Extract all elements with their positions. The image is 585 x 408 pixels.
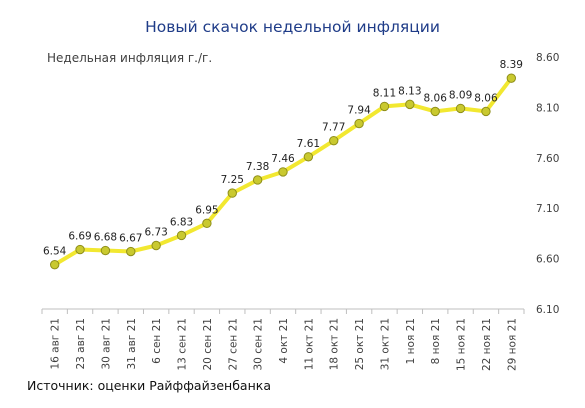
data-point [481, 106, 491, 117]
data-point [455, 103, 466, 114]
x-axis-tick-label: 18 окт 21 [329, 318, 341, 370]
data-point [405, 99, 415, 110]
data-label: 7.61 [297, 138, 320, 150]
data-label: 6.73 [144, 226, 167, 238]
x-axis-tick-label: 16 авг 21 [50, 318, 62, 370]
data-point [49, 259, 60, 270]
y-axis-tick-label: 7.60 [536, 153, 559, 165]
data-point [379, 101, 390, 112]
data-point [303, 152, 314, 162]
x-axis-tick-label: 31 авг 21 [126, 318, 138, 370]
y-axis-tick-label: 6.10 [536, 304, 559, 316]
x-axis-tick-label: 22 ноя 21 [481, 318, 493, 371]
x-axis-tick-label: 20 сен 21 [202, 318, 214, 371]
data-label: 6.68 [94, 232, 117, 244]
data-point [329, 135, 339, 146]
data-point [252, 175, 263, 185]
data-point [506, 73, 517, 83]
data-point [100, 245, 111, 256]
x-axis-tick-label: 30 авг 21 [100, 318, 112, 370]
x-axis-tick-label: 23 авг 21 [75, 318, 87, 370]
x-axis-tick-label: 25 окт 21 [354, 318, 366, 370]
x-axis-tick-label: 15 ноя 21 [456, 318, 468, 371]
x-axis-tick-label: 4 окт 21 [278, 318, 290, 364]
data-point [430, 106, 440, 117]
data-label: 7.94 [347, 105, 371, 117]
y-axis-tick-label: 7.10 [536, 203, 559, 215]
data-label: 6.83 [170, 216, 193, 228]
data-label: 7.38 [246, 161, 269, 173]
data-label: 8.13 [398, 85, 421, 97]
data-point [126, 246, 136, 257]
data-point [278, 167, 288, 177]
y-axis-tick-label: 8.60 [536, 52, 559, 64]
data-label: 6.67 [119, 233, 142, 245]
data-label: 8.09 [449, 89, 472, 101]
data-point [354, 118, 364, 129]
x-axis-tick-label: 27 сен 21 [227, 318, 239, 371]
data-label: 6.95 [195, 204, 218, 216]
data-label: 8.06 [424, 92, 448, 104]
data-label: 8.39 [500, 59, 523, 71]
chart-title: Новый скачок недельной инфляции [145, 18, 440, 36]
y-axis-tick-label: 6.60 [536, 254, 559, 266]
data-label: 7.77 [322, 122, 345, 134]
x-axis-tick-label: 1 ноя 21 [405, 318, 417, 364]
data-label: 7.25 [221, 174, 244, 186]
y-axis-tick-label: 8.10 [536, 102, 559, 114]
x-axis-tick-label: 31 окт 21 [379, 318, 391, 370]
data-label: 8.06 [474, 92, 498, 104]
data-label: 8.11 [373, 87, 396, 99]
data-point [227, 188, 237, 198]
data-point [176, 230, 187, 241]
x-axis-tick-label: 11 окт 21 [303, 318, 315, 370]
data-point [202, 218, 212, 229]
data-point [151, 240, 161, 251]
data-label: 7.46 [271, 153, 295, 165]
x-axis-tick-label: 29 ноя 21 [506, 318, 518, 371]
chart-subtitle: Недельная инфляция г./г. [47, 51, 213, 65]
x-axis-tick-label: 30 сен 21 [253, 318, 265, 371]
data-label: 6.69 [68, 231, 91, 243]
x-axis-tick-label: 13 сен 21 [177, 318, 189, 371]
x-axis-tick-label: 8 ноя 21 [430, 318, 442, 364]
data-label: 6.54 [43, 246, 67, 258]
x-axis-tick-label: 6 сен 21 [151, 318, 163, 364]
data-point [75, 244, 85, 255]
source-note: Источник: оценки Райффайзенбанка [27, 378, 271, 393]
